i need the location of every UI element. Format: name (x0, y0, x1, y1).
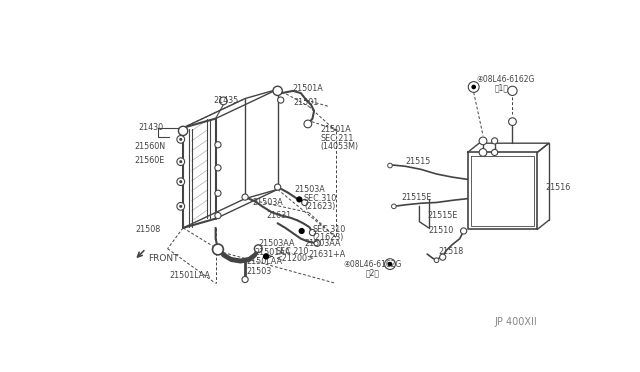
Circle shape (263, 253, 269, 260)
Circle shape (242, 194, 248, 200)
Text: （2）: （2） (365, 268, 379, 277)
Circle shape (177, 158, 184, 166)
Circle shape (215, 142, 221, 148)
Circle shape (215, 165, 221, 171)
Text: 21503A: 21503A (294, 185, 325, 194)
Text: 21430: 21430 (138, 123, 163, 132)
Circle shape (392, 204, 396, 209)
Circle shape (273, 86, 282, 96)
Circle shape (304, 120, 312, 128)
Text: 21503AA: 21503AA (305, 239, 341, 248)
Text: <21200>: <21200> (275, 254, 314, 263)
Text: SEC.210: SEC.210 (275, 247, 308, 256)
Circle shape (179, 160, 182, 163)
Text: 21503A: 21503A (252, 198, 283, 207)
Circle shape (179, 138, 182, 141)
Circle shape (298, 228, 305, 234)
Text: (14053M): (14053M) (320, 142, 358, 151)
Text: SEC.310: SEC.310 (312, 225, 346, 234)
Text: 21503: 21503 (246, 267, 272, 276)
Circle shape (177, 135, 184, 143)
Circle shape (179, 180, 182, 183)
Text: 21515E: 21515E (428, 211, 458, 220)
Text: JP 400XII: JP 400XII (495, 317, 537, 327)
Text: 21501AA: 21501AA (254, 248, 291, 257)
Text: 21631: 21631 (266, 211, 291, 220)
Circle shape (461, 228, 467, 234)
Text: （1）: （1） (495, 83, 509, 92)
Circle shape (254, 245, 262, 253)
Text: 21501LAA: 21501LAA (169, 271, 210, 280)
Text: 21631+A: 21631+A (308, 250, 346, 259)
Text: 21501: 21501 (293, 98, 318, 107)
Circle shape (479, 148, 487, 156)
Text: 21518: 21518 (438, 247, 463, 256)
Text: 2150LAA: 2150LAA (246, 257, 283, 266)
Circle shape (314, 240, 320, 246)
Circle shape (492, 138, 498, 144)
Circle shape (179, 205, 182, 208)
Text: 21435: 21435 (213, 96, 239, 105)
Circle shape (215, 212, 221, 219)
Circle shape (434, 258, 439, 263)
Circle shape (278, 97, 284, 103)
Text: 21501A: 21501A (292, 84, 323, 93)
Circle shape (468, 81, 479, 92)
Circle shape (296, 196, 303, 202)
Circle shape (388, 163, 392, 168)
Text: 21560E: 21560E (134, 155, 164, 165)
Circle shape (215, 190, 221, 196)
Text: 21503AA: 21503AA (259, 239, 295, 248)
Circle shape (440, 254, 446, 260)
Circle shape (509, 118, 516, 125)
Text: (21623): (21623) (312, 232, 344, 242)
Circle shape (492, 150, 498, 155)
Circle shape (212, 244, 223, 255)
Circle shape (179, 126, 188, 135)
Circle shape (177, 202, 184, 210)
Text: 21560N: 21560N (134, 142, 165, 151)
Text: SEC.310: SEC.310 (304, 194, 337, 203)
Text: (21623): (21623) (304, 202, 335, 211)
Circle shape (508, 86, 517, 96)
Text: 21515: 21515 (406, 157, 431, 166)
Text: 21510: 21510 (429, 227, 454, 235)
Circle shape (472, 85, 476, 89)
Circle shape (309, 230, 316, 235)
Text: 21501A: 21501A (320, 125, 351, 134)
Text: 21516: 21516 (545, 183, 570, 192)
Circle shape (177, 178, 184, 186)
Circle shape (301, 199, 308, 206)
Text: FRONT: FRONT (148, 254, 179, 263)
Circle shape (275, 184, 281, 190)
Circle shape (385, 259, 396, 269)
Text: 21508: 21508 (136, 225, 161, 234)
Text: 21515E: 21515E (402, 193, 432, 202)
Circle shape (220, 97, 227, 105)
Text: ④08L46-6162G: ④08L46-6162G (477, 75, 535, 84)
Text: SEC.211: SEC.211 (320, 134, 354, 143)
Circle shape (388, 262, 392, 266)
Circle shape (242, 276, 248, 283)
Circle shape (479, 137, 487, 145)
Text: ④08L46-6162G: ④08L46-6162G (344, 260, 402, 269)
